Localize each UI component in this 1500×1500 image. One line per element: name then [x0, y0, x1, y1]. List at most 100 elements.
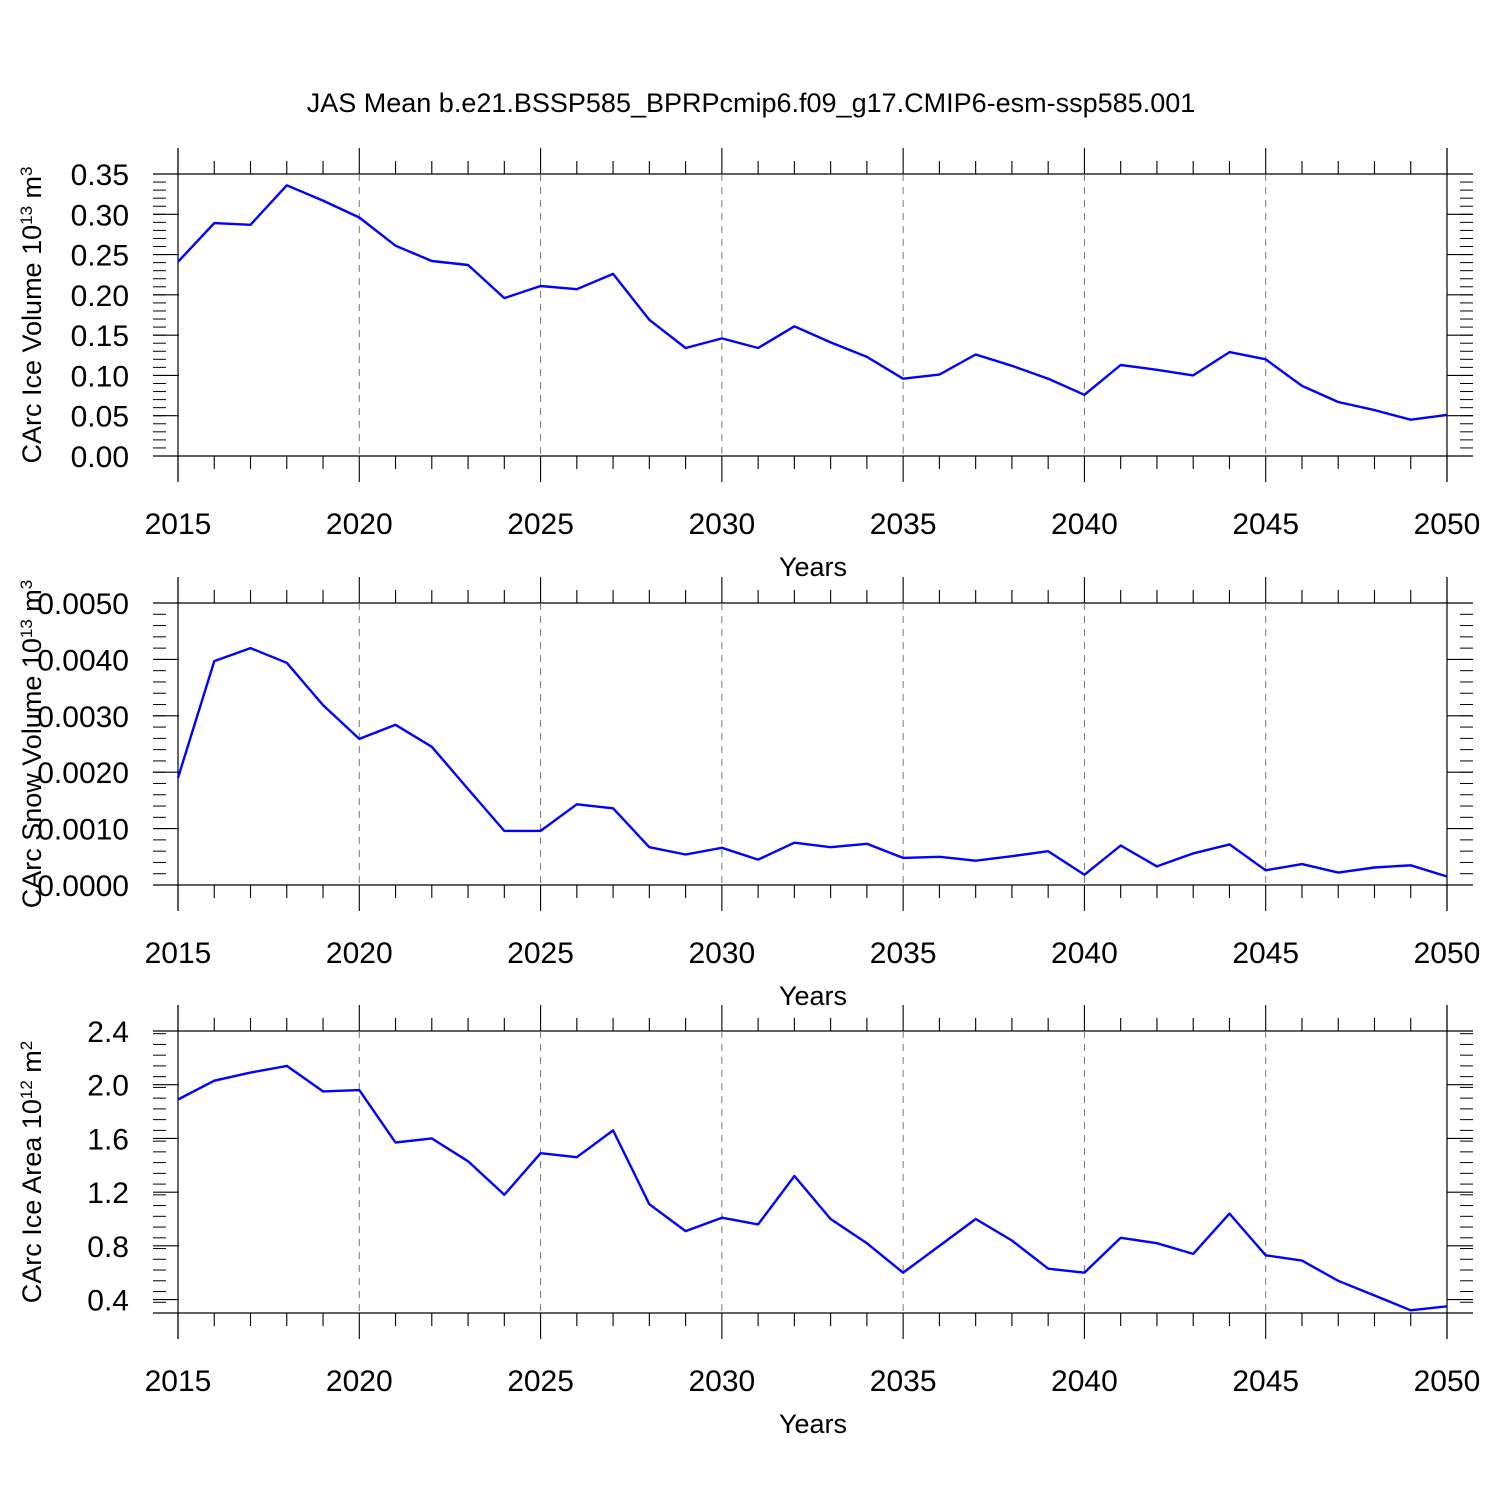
y-tick-label: 0.4 [87, 1285, 129, 1318]
data-point [250, 224, 251, 225]
data-point [323, 705, 324, 706]
x-tick-label: 2050 [1414, 937, 1481, 970]
x-tick-label: 2035 [870, 1365, 937, 1398]
y-axis-label: CArc Ice Area 1012 m2 [17, 1041, 48, 1304]
data-point [178, 1099, 179, 1100]
data-point [649, 1204, 650, 1205]
data-point [721, 338, 722, 339]
data-point [504, 830, 505, 831]
data-point [685, 348, 686, 349]
data-point [903, 378, 904, 379]
data-point [1338, 872, 1339, 873]
data-point [866, 843, 867, 844]
data-point [359, 217, 360, 218]
data-point [794, 842, 795, 843]
y-tick-label: 0.0020 [37, 757, 129, 790]
y-axis-label-superscript: 3 [17, 166, 36, 175]
x-tick-label: 2030 [688, 937, 755, 970]
y-axis-label-text: m [17, 589, 47, 619]
x-tick-label: 2020 [326, 1365, 393, 1398]
data-point [323, 200, 324, 201]
data-point [1156, 1243, 1157, 1244]
data-point [431, 261, 432, 262]
y-axis-label-text: CArc Snow Volume 10 [17, 638, 47, 908]
data-point [613, 1130, 614, 1131]
data-point [214, 223, 215, 224]
data-point [504, 1194, 505, 1195]
y-tick-label: 0.30 [71, 199, 129, 232]
data-point [1084, 394, 1085, 395]
chart-panel-1: 2015 2020 2025 2030 2035 2040 2045 2050 0.00 0.05… [17, 148, 1481, 582]
data-point [431, 1138, 432, 1139]
data-point [1374, 410, 1375, 411]
x-tick-label: 2025 [507, 1365, 574, 1398]
data-point [468, 1161, 469, 1162]
y-axis-label-superscript: 13 [17, 619, 36, 638]
data-point [286, 1065, 287, 1066]
x-axis-label: Years [779, 1409, 847, 1439]
data-point [1011, 856, 1012, 857]
x-tick-label: 2015 [145, 1365, 212, 1398]
data-point [250, 1072, 251, 1073]
data-point [395, 724, 396, 725]
data-point [649, 847, 650, 848]
x-axis-label: Years [779, 552, 847, 582]
data-point [1084, 874, 1085, 875]
data-point [1410, 865, 1411, 866]
y-tick-label: 1.6 [87, 1123, 129, 1156]
data-point [178, 261, 179, 262]
data-point [975, 860, 976, 861]
y-tick-label: 1.2 [87, 1177, 129, 1210]
y-axis-label-superscript: 3 [17, 580, 36, 589]
x-tick-label: 2020 [326, 508, 393, 541]
data-point [323, 1091, 324, 1092]
x-tick-label: 2040 [1051, 937, 1118, 970]
y-tick-label: 0.35 [71, 159, 129, 192]
x-tick-label: 2020 [326, 937, 393, 970]
data-point [1048, 851, 1049, 852]
x-tick-label: 2045 [1232, 1365, 1299, 1398]
data-point [1011, 1240, 1012, 1241]
data-point [794, 1176, 795, 1177]
x-tick-label: 2035 [870, 937, 937, 970]
x-tick-label: 2040 [1051, 508, 1118, 541]
x-tick-label: 2025 [507, 937, 574, 970]
data-point [504, 298, 505, 299]
data-point [1011, 365, 1012, 366]
data-point [540, 830, 541, 831]
data-point [540, 1153, 541, 1154]
data-point [1120, 845, 1121, 846]
y-tick-label: 0.0030 [37, 701, 129, 734]
data-point [1229, 352, 1230, 353]
data-point [286, 662, 287, 663]
data-point [1447, 1306, 1448, 1307]
y-tick-label: 0.0000 [37, 870, 129, 903]
data-point [540, 285, 541, 286]
data-point [1374, 867, 1375, 868]
data-point [286, 185, 287, 186]
data-point [359, 1090, 360, 1091]
x-tick-label: 2050 [1414, 508, 1481, 541]
data-point [1048, 1268, 1049, 1269]
data-point [1410, 1310, 1411, 1311]
data-point [939, 374, 940, 375]
data-point [939, 856, 940, 857]
data-point [1447, 876, 1448, 877]
data-point [1120, 364, 1121, 365]
data-point [830, 847, 831, 848]
data-point [1156, 866, 1157, 867]
y-axis-label: CArc Ice Volume 1013 m3 [17, 166, 48, 463]
x-axis-label: Years [779, 981, 847, 1011]
data-point [975, 1219, 976, 1220]
y-axis-label: CArc Snow Volume 1013 m3 [17, 580, 48, 909]
data-point [1410, 419, 1411, 420]
data-point [1265, 1255, 1266, 1256]
data-point [830, 1219, 831, 1220]
x-tick-label: 2015 [145, 937, 212, 970]
data-point [939, 1245, 940, 1246]
data-point [613, 808, 614, 809]
data-point [576, 804, 577, 805]
data-point [1193, 375, 1194, 376]
y-tick-label: 0.25 [71, 240, 129, 273]
